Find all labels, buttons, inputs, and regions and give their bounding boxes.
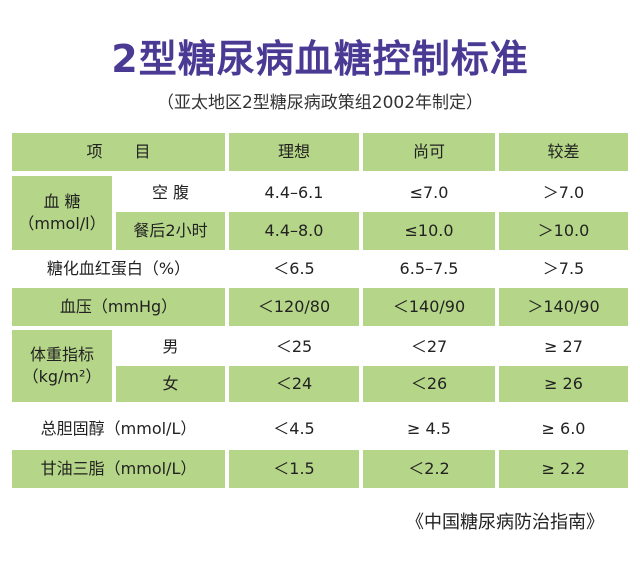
- cholesterol-ideal: ＜4.5: [273, 419, 315, 439]
- postprandial-label: 餐后2小时: [116, 212, 225, 250]
- header-ideal: 理想: [229, 133, 359, 171]
- header-item: 项 目: [12, 133, 225, 171]
- bmi-female-label: 女: [116, 366, 225, 402]
- bmi-male-ideal: ＜25: [275, 337, 313, 357]
- bmi-group-label: 体重指标 （kg/m²）: [12, 330, 112, 402]
- hba1c-poor: ＞7.5: [542, 259, 585, 279]
- page-subtitle: （亚太地区2型糖尿病政策组2002年制定）: [156, 93, 484, 113]
- blood-pressure-ideal: ＜120/80: [229, 288, 359, 326]
- fasting-ideal: 4.4–6.1: [264, 183, 324, 203]
- fasting-poor: ＞7.0: [542, 183, 585, 203]
- bmi-male-acceptable: ＜27: [410, 337, 448, 357]
- cholesterol-label: 总胆固醇（mmol/L）: [40, 419, 197, 439]
- hba1c-acceptable: 6.5–7.5: [399, 259, 459, 279]
- triglyceride-poor: ≥ 2.2: [499, 450, 628, 488]
- hba1c-ideal: ＜6.5: [273, 259, 315, 279]
- header-poor: 较差: [499, 133, 628, 171]
- source-citation: 《中国糖尿病防治指南》: [406, 512, 604, 533]
- blood-pressure-label: 血压（mmHg）: [12, 288, 225, 326]
- fasting-label: 空 腹: [151, 183, 190, 203]
- postprandial-ideal: 4.4–8.0: [229, 212, 359, 250]
- triglyceride-acceptable: ＜2.2: [363, 450, 495, 488]
- postprandial-acceptable: ≤10.0: [363, 212, 495, 250]
- fasting-acceptable: ≤7.0: [409, 183, 449, 203]
- triglyceride-ideal: ＜1.5: [229, 450, 359, 488]
- blood-pressure-acceptable: ＜140/90: [363, 288, 495, 326]
- page-title: 2型糖尿病血糖控制标准: [111, 37, 529, 81]
- blood-pressure-poor: ＞140/90: [499, 288, 628, 326]
- cholesterol-acceptable: ≥ 4.5: [407, 419, 451, 439]
- cholesterol-poor: ≥ 6.0: [541, 419, 586, 439]
- bmi-female-acceptable: ＜26: [363, 366, 495, 402]
- header-acceptable: 尚可: [363, 133, 495, 171]
- bmi-female-poor: ≥ 26: [499, 366, 628, 402]
- postprandial-poor: ＞10.0: [499, 212, 628, 250]
- hba1c-label: 糖化血红蛋白（%）: [46, 259, 191, 279]
- bmi-male-poor: ≥ 27: [544, 337, 583, 357]
- blood-glucose-group-label: 血 糖 （mmol/l）: [12, 176, 112, 250]
- bmi-female-ideal: ＜24: [229, 366, 359, 402]
- triglyceride-label: 甘油三脂（mmol/L）: [12, 450, 225, 488]
- bmi-male-label: 男: [162, 337, 179, 357]
